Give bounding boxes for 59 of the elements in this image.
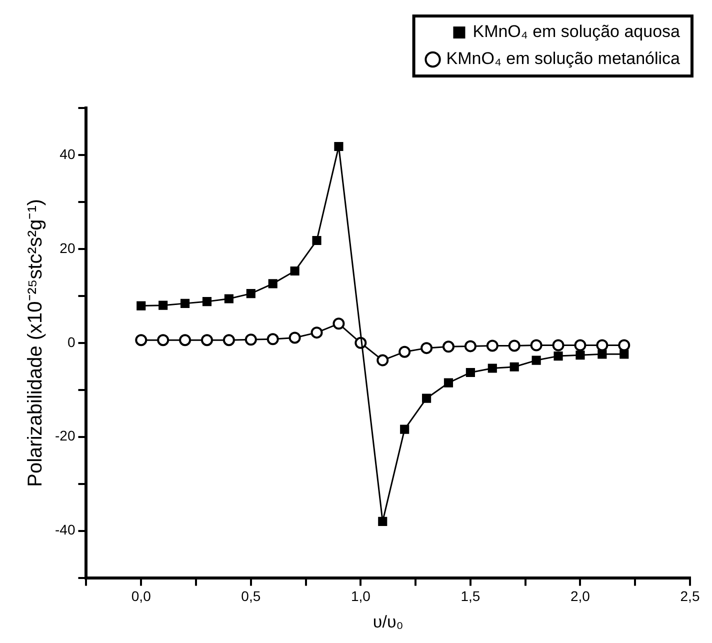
point (224, 294, 234, 304)
point (576, 350, 585, 360)
point (422, 394, 432, 403)
x-tick-label: 1,0 (350, 588, 371, 604)
y-tick-label: 20 (60, 240, 76, 256)
point (420, 342, 433, 354)
x-tick-label: 1,5 (460, 588, 480, 604)
y-tick-label: 0 (67, 334, 76, 350)
point (268, 279, 278, 288)
point (510, 362, 519, 372)
point (574, 339, 586, 352)
point (136, 301, 146, 310)
point (157, 334, 170, 346)
point (179, 334, 192, 346)
point (398, 346, 411, 358)
x-tick-label: 0,5 (241, 588, 261, 604)
point (532, 356, 541, 365)
point (554, 352, 563, 361)
point (464, 340, 476, 352)
point (376, 354, 389, 366)
y-tick-label: -20 (55, 428, 76, 444)
point (222, 334, 235, 346)
legend-label: KMnO₄ em solução aquosa (472, 22, 681, 42)
point (246, 289, 256, 298)
point (442, 340, 454, 353)
point (290, 266, 300, 276)
y-tick-label: 40 (60, 146, 76, 162)
point (598, 350, 607, 359)
point (266, 333, 279, 346)
point (378, 516, 388, 526)
x-tick-label: 2,0 (570, 588, 590, 604)
point (508, 340, 520, 352)
point (620, 350, 629, 359)
point (310, 326, 323, 339)
x-tick-label: 0,0 (131, 588, 152, 604)
point (158, 300, 168, 310)
point (334, 142, 344, 152)
point (244, 334, 257, 346)
x-axis-title: υ/υ₀ (372, 612, 404, 632)
y-axis-title: Polarizabilidade (x10⁻²⁵stc²s²g⁻¹) (24, 198, 47, 487)
point (135, 334, 148, 346)
point (400, 424, 410, 434)
point (488, 364, 497, 373)
point (200, 334, 213, 346)
y-tick-label: -40 (55, 522, 76, 538)
point (596, 339, 608, 352)
point (530, 339, 542, 352)
point (180, 298, 190, 308)
point (202, 297, 212, 306)
point (618, 339, 630, 352)
point (288, 332, 301, 344)
legend-label: KMnO₄ em solução metanólica (446, 49, 681, 68)
point (332, 318, 345, 330)
point (486, 340, 498, 352)
point (312, 236, 322, 246)
point (466, 368, 475, 378)
point (444, 378, 454, 388)
point (552, 339, 564, 352)
x-tick-label: 2,5 (680, 588, 700, 604)
